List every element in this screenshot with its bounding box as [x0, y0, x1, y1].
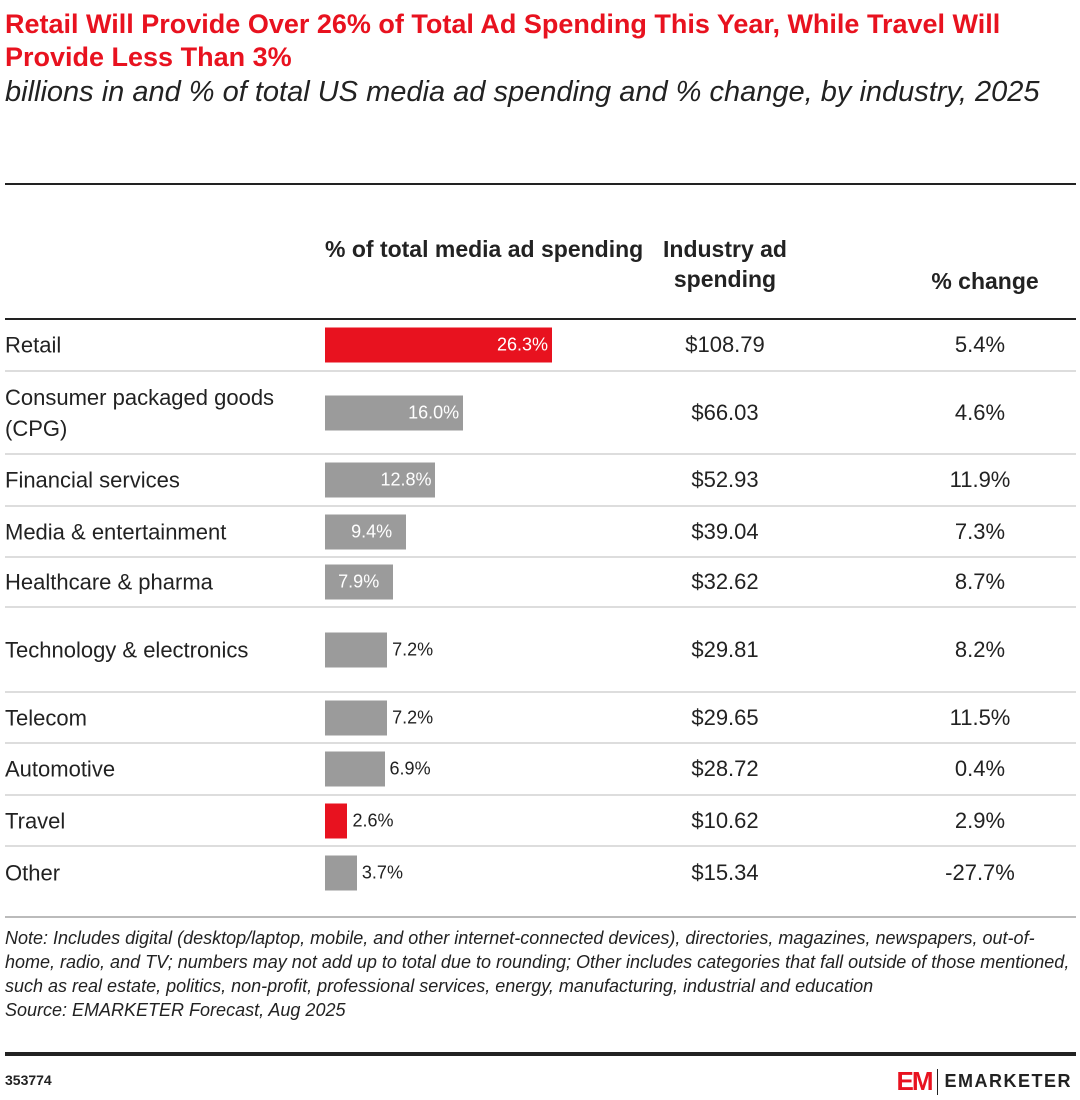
change-value: 7.3% [954, 518, 1006, 544]
share-value-label: 6.9% [389, 758, 431, 779]
change-value: 5.4% [954, 332, 1006, 357]
table-row: Consumer packaged goods (CPG) 16.0% $66.03… [5, 372, 1076, 455]
industry-label: Consumer packaged goods (CPG) [5, 384, 275, 441]
table-row: Travel 2.6% $10.62 2.9% [5, 796, 1076, 847]
spending-value: $32.62 [691, 569, 759, 594]
spending-value: $10.62 [691, 807, 759, 833]
industry-label: Technology & electronics [5, 637, 249, 662]
share-bar [325, 327, 552, 363]
share-bar [325, 751, 385, 787]
share-bar [325, 700, 388, 735]
share-value-label: 9.4% [351, 521, 393, 541]
share-value-label: 3.7% [361, 862, 403, 882]
table-row: Media & entertainment 9.4% $39.04 7.3% [5, 507, 1076, 558]
logo-mark: EM [896, 1066, 933, 1096]
change-value: 0.4% [954, 756, 1006, 781]
share-value-label: 7.9% [338, 571, 380, 592]
share-value-label: 7.2% [392, 639, 434, 659]
spending-value: $39.04 [691, 518, 759, 544]
share-bar [325, 632, 388, 667]
change-value: 2.9% [954, 807, 1006, 833]
share-value-label: 16.0% [408, 402, 460, 422]
chart-id: 353774 [5, 1072, 52, 1088]
spending-value: $108.79 [685, 332, 765, 357]
header-spending: Industry ad spending [663, 236, 787, 292]
share-value-label: 7.2% [392, 707, 434, 727]
notes: Note: Includes digital (desktop/laptop, … [5, 926, 1075, 1022]
industry-label: Media & entertainment [5, 519, 227, 544]
spending-value: $66.03 [691, 399, 759, 425]
emarketer-logo: EM EMARKETER [896, 1066, 1072, 1097]
spending-value: $52.93 [691, 467, 759, 492]
source-text: Source: EMARKETER Forecast, Aug 2025 [5, 1000, 346, 1020]
change-value: 4.6% [954, 399, 1006, 425]
share-value-label: 26.3% [497, 334, 549, 355]
logo-name: EMARKETER [944, 1071, 1072, 1091]
table-row: Financial services 12.8% $52.93 11.9% [5, 455, 1076, 507]
share-value-label: 12.8% [380, 469, 432, 490]
table-row: Retail 26.3% $108.79 5.4% [5, 320, 1076, 372]
change-value: 8.2% [954, 636, 1006, 662]
table-row: Healthcare & pharma 7.9% $32.62 8.7% [5, 558, 1076, 608]
industry-label: Travel [5, 808, 66, 833]
share-bar [325, 803, 348, 838]
spending-value: $15.34 [691, 859, 759, 885]
industry-label: Telecom [5, 705, 87, 730]
header-divider [5, 318, 1076, 320]
industry-label: Financial services [5, 467, 180, 493]
share-value-label: 2.6% [352, 810, 394, 830]
table-row: Technology & electronics 7.2% $29.81 8.2% [5, 608, 1076, 693]
table-row: Telecom 7.2% $29.65 11.5% [5, 693, 1076, 744]
change-value: 11.9% [949, 467, 1011, 492]
share-bar [325, 855, 357, 890]
table-row: Automotive 6.9% $28.72 0.4% [5, 744, 1076, 796]
change-value: 11.5% [949, 704, 1011, 730]
spending-value: $29.65 [691, 704, 759, 730]
spending-value: $28.72 [691, 756, 759, 781]
share-bar [325, 564, 394, 600]
header-share: % of total media ad spending [325, 236, 644, 262]
note-text: Note: Includes digital (desktop/laptop, … [5, 928, 1070, 996]
industry-label: Automotive [5, 756, 116, 782]
share-bar [325, 395, 464, 430]
spending-value: $29.81 [691, 636, 759, 662]
share-bar [325, 462, 436, 498]
share-bar [325, 514, 407, 549]
logo-separator [937, 1068, 939, 1095]
table-row: Other 3.7% $15.34 -27.7% [5, 847, 1076, 898]
industry-label: Retail [5, 332, 62, 358]
footer-divider [5, 1052, 1076, 1056]
industry-label: Healthcare & pharma [5, 569, 213, 595]
change-value: -27.7% [945, 859, 1015, 885]
chart-subtitle: billions in and % of total US media ad s… [5, 76, 1040, 108]
title-divider [5, 183, 1076, 185]
change-value: 8.7% [954, 569, 1006, 594]
header-change: % change [931, 268, 1039, 294]
chart-title: Retail Will Provide Over 26% of Total Ad… [5, 9, 1001, 72]
notes-divider [5, 916, 1076, 918]
industry-label: Other [5, 860, 61, 885]
